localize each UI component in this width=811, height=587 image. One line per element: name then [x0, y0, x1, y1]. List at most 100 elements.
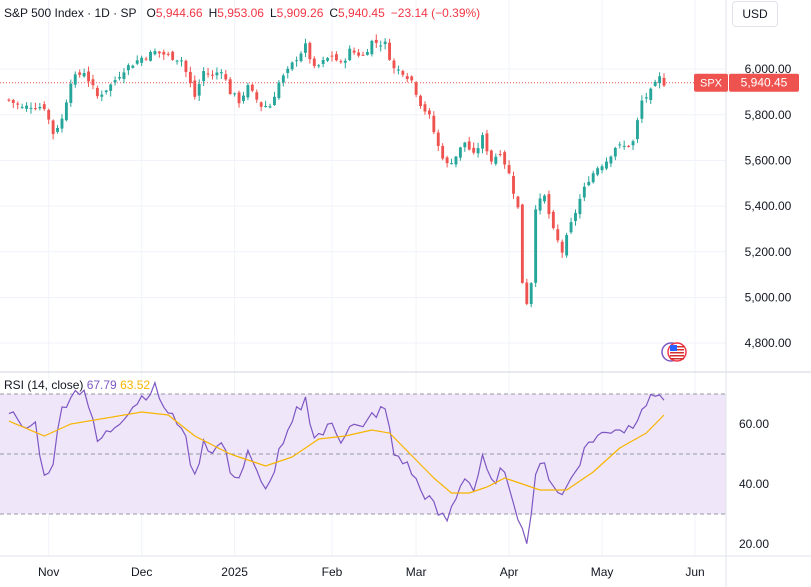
candle-body [467, 141, 471, 150]
candle [534, 205, 538, 287]
candle-body [149, 51, 152, 61]
candle-body [392, 60, 396, 69]
candle-body [33, 108, 37, 110]
candle [613, 146, 617, 161]
rsi-line [8, 380, 665, 544]
candle-body [131, 65, 135, 68]
candle-body [140, 57, 144, 63]
candle [29, 102, 33, 114]
time-tick-label: Apr [500, 565, 519, 579]
candle [242, 91, 245, 104]
candle [286, 66, 290, 79]
candle [609, 155, 613, 168]
candle-body [171, 51, 175, 60]
candle [427, 108, 431, 119]
candle-body [326, 58, 330, 61]
change-value: −23.14 (−0.39%) [390, 6, 481, 20]
candle-body [618, 144, 622, 146]
candle [644, 92, 648, 103]
candle [281, 73, 285, 87]
candle-series [7, 34, 666, 308]
candle-body [370, 40, 374, 55]
last-price-value-box [729, 73, 799, 92]
rsi-title[interactable]: RSI (14, close) [4, 378, 84, 392]
candle-body [126, 65, 130, 71]
candle [219, 69, 223, 79]
candle-body [304, 43, 307, 53]
candle-body [277, 82, 281, 99]
candle-body [157, 51, 161, 54]
high-value: 5,953.06 [217, 6, 264, 20]
candle [516, 195, 520, 209]
candle [472, 142, 476, 155]
symbol-title[interactable]: S&P 500 Index · 1D · SP [4, 6, 137, 20]
candle [489, 149, 493, 165]
candle-body [51, 120, 55, 135]
candle [20, 103, 24, 109]
candle [587, 176, 591, 187]
candle [441, 143, 445, 161]
rsi-ma-value: 63.52 [120, 378, 151, 392]
candle-body [631, 141, 635, 146]
candle [392, 58, 396, 74]
flag-stripe [670, 355, 684, 357]
candle-body [113, 80, 117, 83]
candle-body [11, 99, 15, 103]
candle [171, 50, 175, 61]
candle-body [273, 96, 276, 105]
candle [38, 102, 42, 111]
candle-body [56, 127, 59, 132]
candle [246, 82, 250, 101]
candle-body [321, 60, 325, 64]
candle-body [246, 85, 250, 98]
candle [299, 51, 303, 63]
last-price-symbol: SPX [700, 78, 723, 90]
candle-body [476, 148, 480, 154]
candle-body [20, 106, 24, 108]
candle [126, 63, 130, 76]
candle [197, 79, 201, 101]
candle [100, 90, 104, 102]
candle-body [343, 60, 347, 63]
candle-body [587, 181, 591, 186]
us-flag-icon[interactable] [661, 342, 687, 362]
close-value: 5,940.45 [338, 6, 385, 20]
candle [525, 278, 529, 306]
candle [162, 49, 166, 60]
candle [16, 101, 20, 110]
candle [357, 48, 361, 58]
candle [458, 146, 462, 161]
candle-body [591, 173, 595, 183]
candle [42, 101, 46, 111]
candle-body [565, 235, 569, 256]
last-price-value: 5,940.45 [741, 76, 788, 90]
candle [25, 102, 28, 112]
candle-body [166, 53, 170, 55]
candle [582, 182, 586, 202]
ohlc-legend: S&P 500 Index · 1D · SP O 5,944.66 H 5,953… [4, 6, 480, 20]
candle [250, 83, 254, 93]
candle [321, 56, 325, 68]
price-tick-label: 6,000.00 [745, 62, 792, 76]
rsi-tick-label: 60.00 [739, 417, 769, 431]
last-price-label[interactable]: SPX 5,940.45 [694, 73, 799, 92]
candle-body [547, 194, 551, 215]
candle [578, 194, 582, 219]
candle-body [29, 107, 33, 109]
candle-body [312, 58, 316, 66]
time-tick-label: May [591, 565, 614, 579]
candle-body [228, 79, 232, 95]
candle-body [317, 65, 321, 67]
candle-body [60, 118, 64, 129]
currency-button[interactable]: USD [732, 1, 778, 27]
candle-body [153, 51, 157, 55]
candle-body [494, 156, 498, 164]
candle [485, 129, 489, 155]
candle-body [290, 62, 294, 70]
candle-body [47, 110, 51, 120]
rsi-series [8, 380, 665, 544]
time-tick-label: Dec [131, 565, 152, 579]
candle [113, 76, 117, 86]
open-label: O [146, 6, 156, 20]
